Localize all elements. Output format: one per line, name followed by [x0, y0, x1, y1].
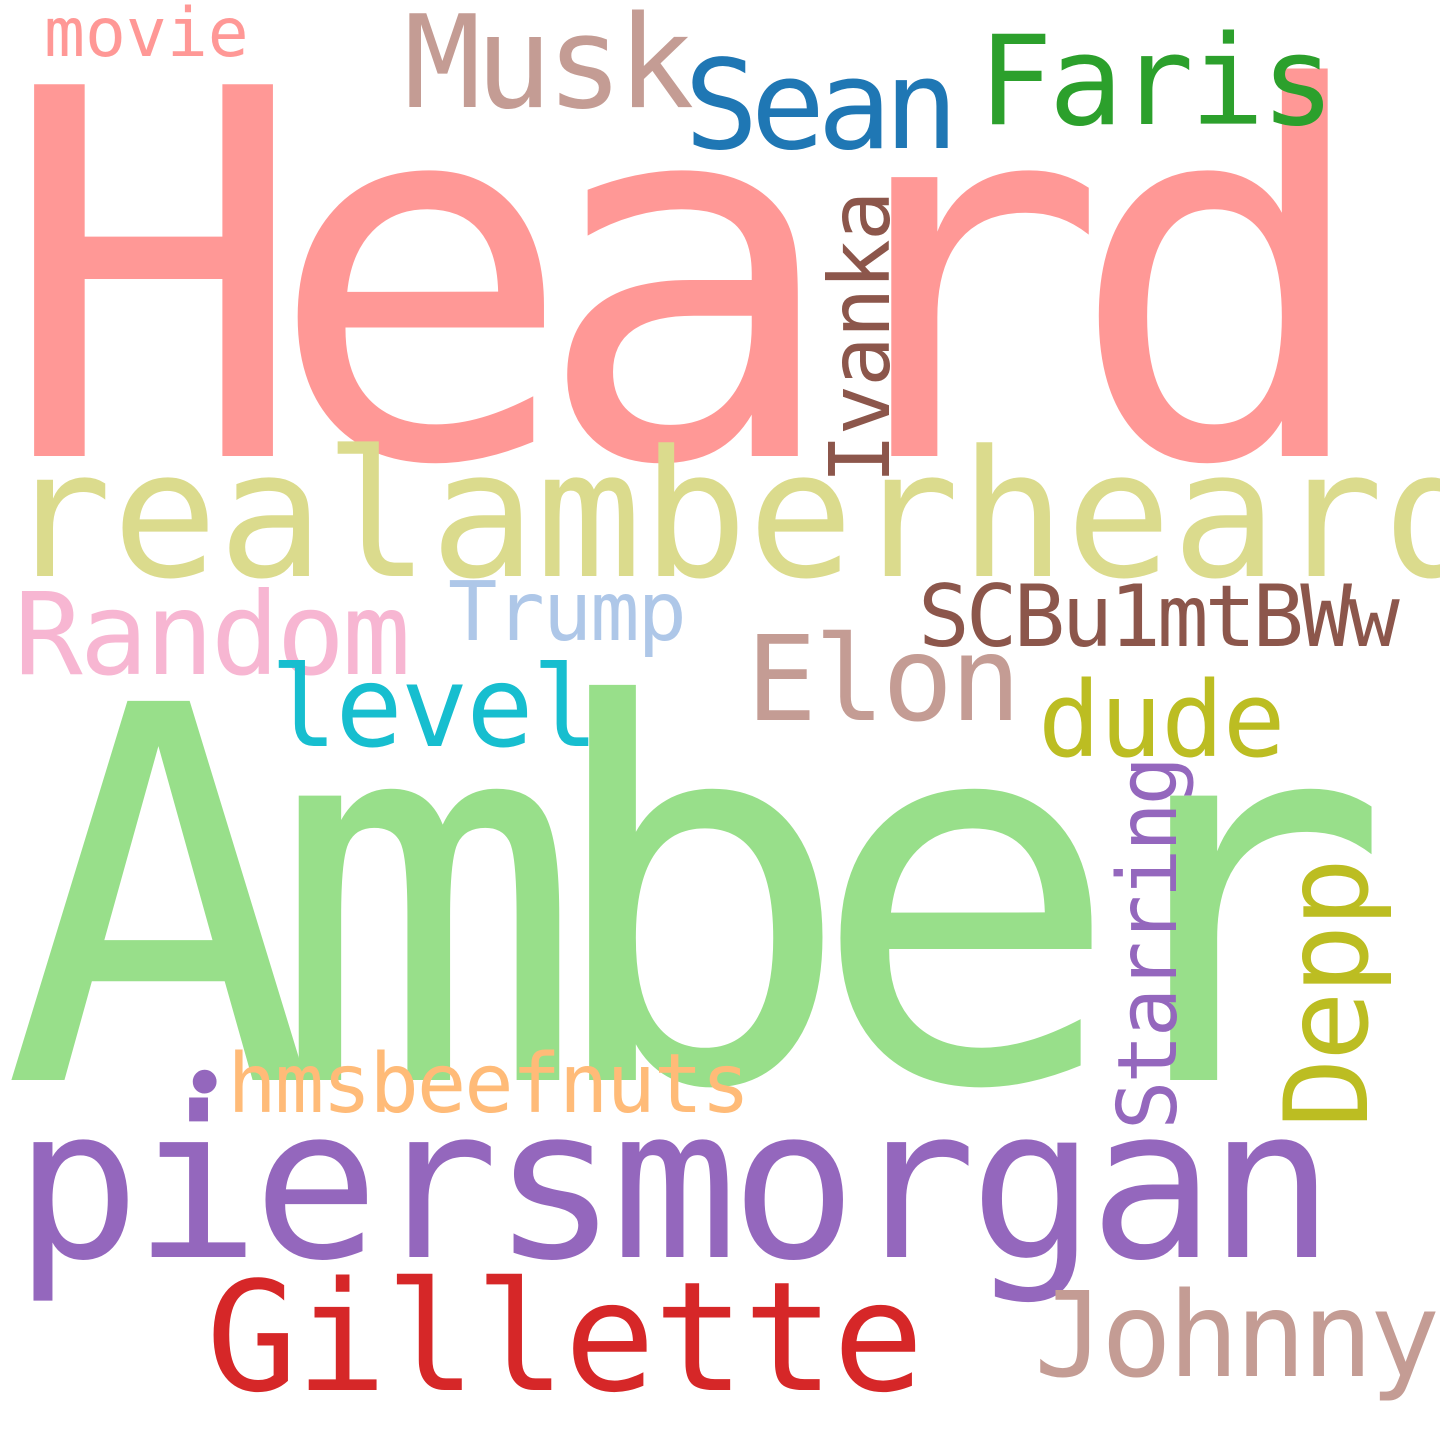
word-trump: Trump	[448, 565, 687, 660]
word-gillette: Gillette	[206, 1249, 924, 1426]
word-scbu1mtbww: SCBu1mtBWw	[918, 567, 1400, 667]
word-realamberheard: realamberheard	[6, 413, 1440, 618]
word-piersmorgan: piersmorgan	[14, 1062, 1335, 1307]
word-johnny: Johnny	[1034, 1266, 1440, 1404]
word-elon: Elon	[746, 610, 1021, 748]
word-musk: Musk	[404, 0, 694, 138]
word-random: Random	[14, 568, 411, 701]
bullet-dot: •	[180, 1037, 229, 1132]
word-hmsbeefnuts: •hmsbeefnuts	[180, 1044, 750, 1126]
word-sean: Sean	[684, 34, 959, 178]
word-hmsbeefnuts-text: hmsbeefnuts	[227, 1037, 750, 1132]
word-depp: Depp	[1260, 860, 1395, 1128]
word-amber: Amber	[2, 597, 1391, 1203]
word-movie: movie	[44, 0, 249, 73]
word-faris: Faris	[978, 10, 1335, 154]
word-starring: Starring	[1101, 759, 1196, 1130]
word-dude: dude	[1038, 659, 1285, 781]
word-heard: Heard	[0, 0, 1375, 577]
word-ivanka: Ivanka	[811, 192, 909, 484]
word-level: level	[270, 643, 599, 773]
